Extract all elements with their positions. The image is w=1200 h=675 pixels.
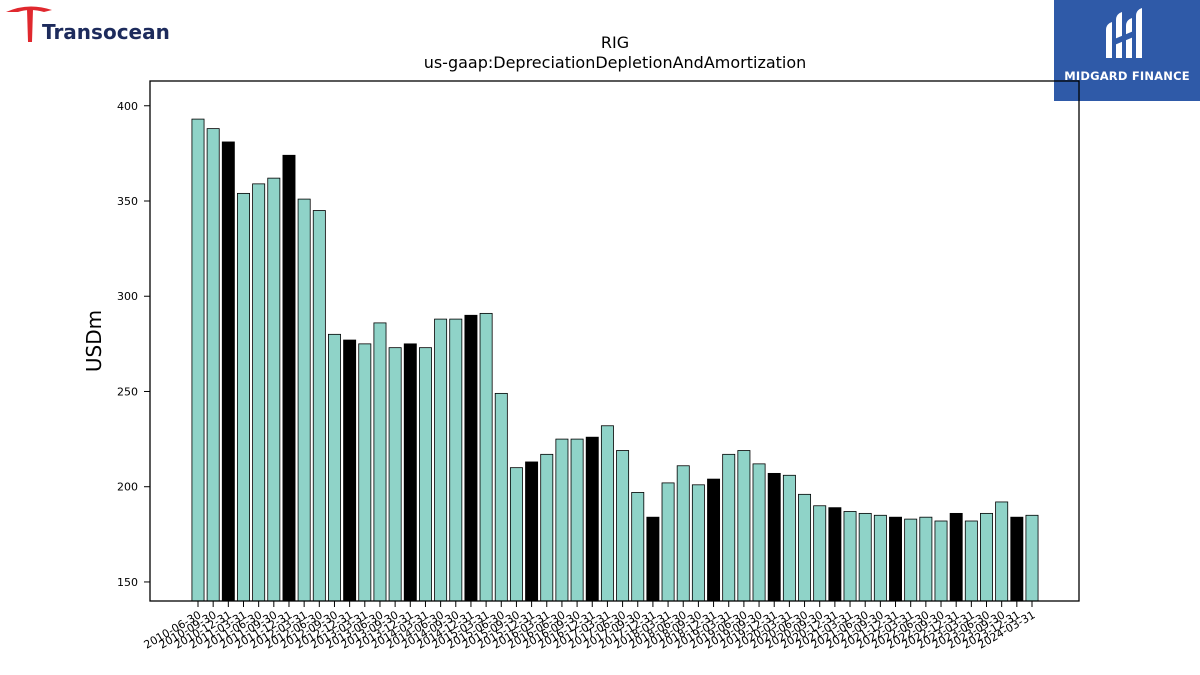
- bar-2016-03-31: [540, 453, 554, 602]
- bar-2011-09-30: [267, 177, 281, 602]
- bar-2014-03-31: [418, 347, 432, 602]
- bar-2022-09-30: [934, 520, 948, 602]
- bar-2016-09-30: [570, 438, 584, 602]
- bar-2019-12-31: [767, 472, 781, 602]
- bar-2018-06-30: [676, 465, 690, 602]
- y-tick-label-200: 200: [117, 481, 138, 494]
- bar-2018-12-31: [707, 478, 721, 602]
- bar-2017-06-30: [616, 450, 630, 602]
- bar-2015-09-30: [509, 467, 523, 602]
- bar-2017-03-31: [600, 425, 614, 602]
- bar-2011-03-31: [237, 192, 250, 602]
- midgard-finance-logo: MIDGARD FINANCE: [1054, 0, 1200, 101]
- bar-2021-06-30: [858, 512, 872, 602]
- bar-2012-09-30: [328, 333, 341, 602]
- bar-2020-09-30: [813, 505, 827, 602]
- bar-2012-12-31: [343, 339, 357, 602]
- bar-2013-12-31: [403, 343, 417, 602]
- chart-title: RIG: [601, 33, 629, 52]
- bar-2022-12-31: [949, 512, 963, 602]
- bar-2021-03-31: [843, 511, 857, 602]
- transocean-logo-mark: Transocean: [6, 6, 170, 44]
- bar-2014-06-30: [434, 318, 448, 602]
- bar-2021-09-30: [873, 514, 887, 602]
- bar-2013-06-30: [373, 322, 387, 602]
- bar-2018-03-31: [661, 482, 675, 602]
- bar-2017-12-31: [646, 516, 660, 602]
- bar-2014-09-30: [449, 318, 463, 602]
- bar-2021-12-31: [889, 516, 902, 602]
- y-tick-label-300: 300: [117, 290, 138, 303]
- bar-2020-12-31: [828, 507, 842, 602]
- y-tick-label-400: 400: [117, 100, 138, 113]
- bar-2023-09-30: [995, 501, 1009, 602]
- bar-2022-03-31: [904, 518, 918, 602]
- chart-subtitle: us-gaap:DepreciationDepletionAndAmortiza…: [424, 53, 807, 72]
- transocean-logo: Transocean: [0, 0, 200, 50]
- bar-2015-06-30: [494, 392, 508, 602]
- bar-2011-06-30: [252, 183, 266, 602]
- bar-2014-12-31: [464, 314, 478, 602]
- bar-2010-06-30: [191, 118, 205, 602]
- transocean-logo-text: Transocean: [42, 20, 170, 44]
- bar-2023-06-30: [980, 512, 993, 602]
- bar-2018-09-30: [691, 484, 705, 602]
- bar-2020-03-31: [782, 474, 796, 602]
- midgard-finance-logo-mark: [1106, 8, 1142, 58]
- bar-2012-06-30: [312, 210, 326, 602]
- bar-2024-03-31: [1025, 514, 1039, 602]
- midgard-finance-logo-text: MIDGARD FINANCE: [1064, 69, 1190, 83]
- bar-2015-12-31: [525, 461, 539, 602]
- bar-2010-12-31: [221, 141, 235, 602]
- bar-2015-03-31: [479, 312, 493, 602]
- bar-2013-03-31: [358, 343, 372, 602]
- y-axis: 150 200 250 300 350 400: [117, 100, 150, 589]
- y-axis-label: USDm: [82, 310, 106, 372]
- x-axis: 2010-06-302010-09-302010-12-312011-03-31…: [142, 601, 1038, 652]
- bar-2016-12-31: [585, 436, 599, 602]
- bar-2016-06-30: [555, 438, 569, 602]
- bar-2019-03-31: [722, 453, 736, 602]
- bar-2020-06-30: [798, 493, 812, 602]
- bar-2013-09-30: [388, 347, 402, 602]
- bars-group: [191, 118, 1039, 602]
- y-tick-label-350: 350: [117, 195, 138, 208]
- bar-2011-12-31: [282, 154, 296, 602]
- bar-2010-09-30: [206, 128, 220, 602]
- bar-2019-09-30: [752, 463, 766, 602]
- bar-2019-06-30: [737, 450, 751, 602]
- bar-2023-12-31: [1010, 516, 1024, 602]
- bar-2023-03-31: [964, 520, 978, 602]
- bar-2022-06-30: [919, 516, 933, 602]
- y-tick-label-150: 150: [117, 576, 138, 589]
- y-tick-label-250: 250: [117, 385, 138, 398]
- plot-frame: [149, 80, 1080, 602]
- bar-2017-09-30: [631, 492, 645, 602]
- bar-2012-03-31: [297, 198, 311, 602]
